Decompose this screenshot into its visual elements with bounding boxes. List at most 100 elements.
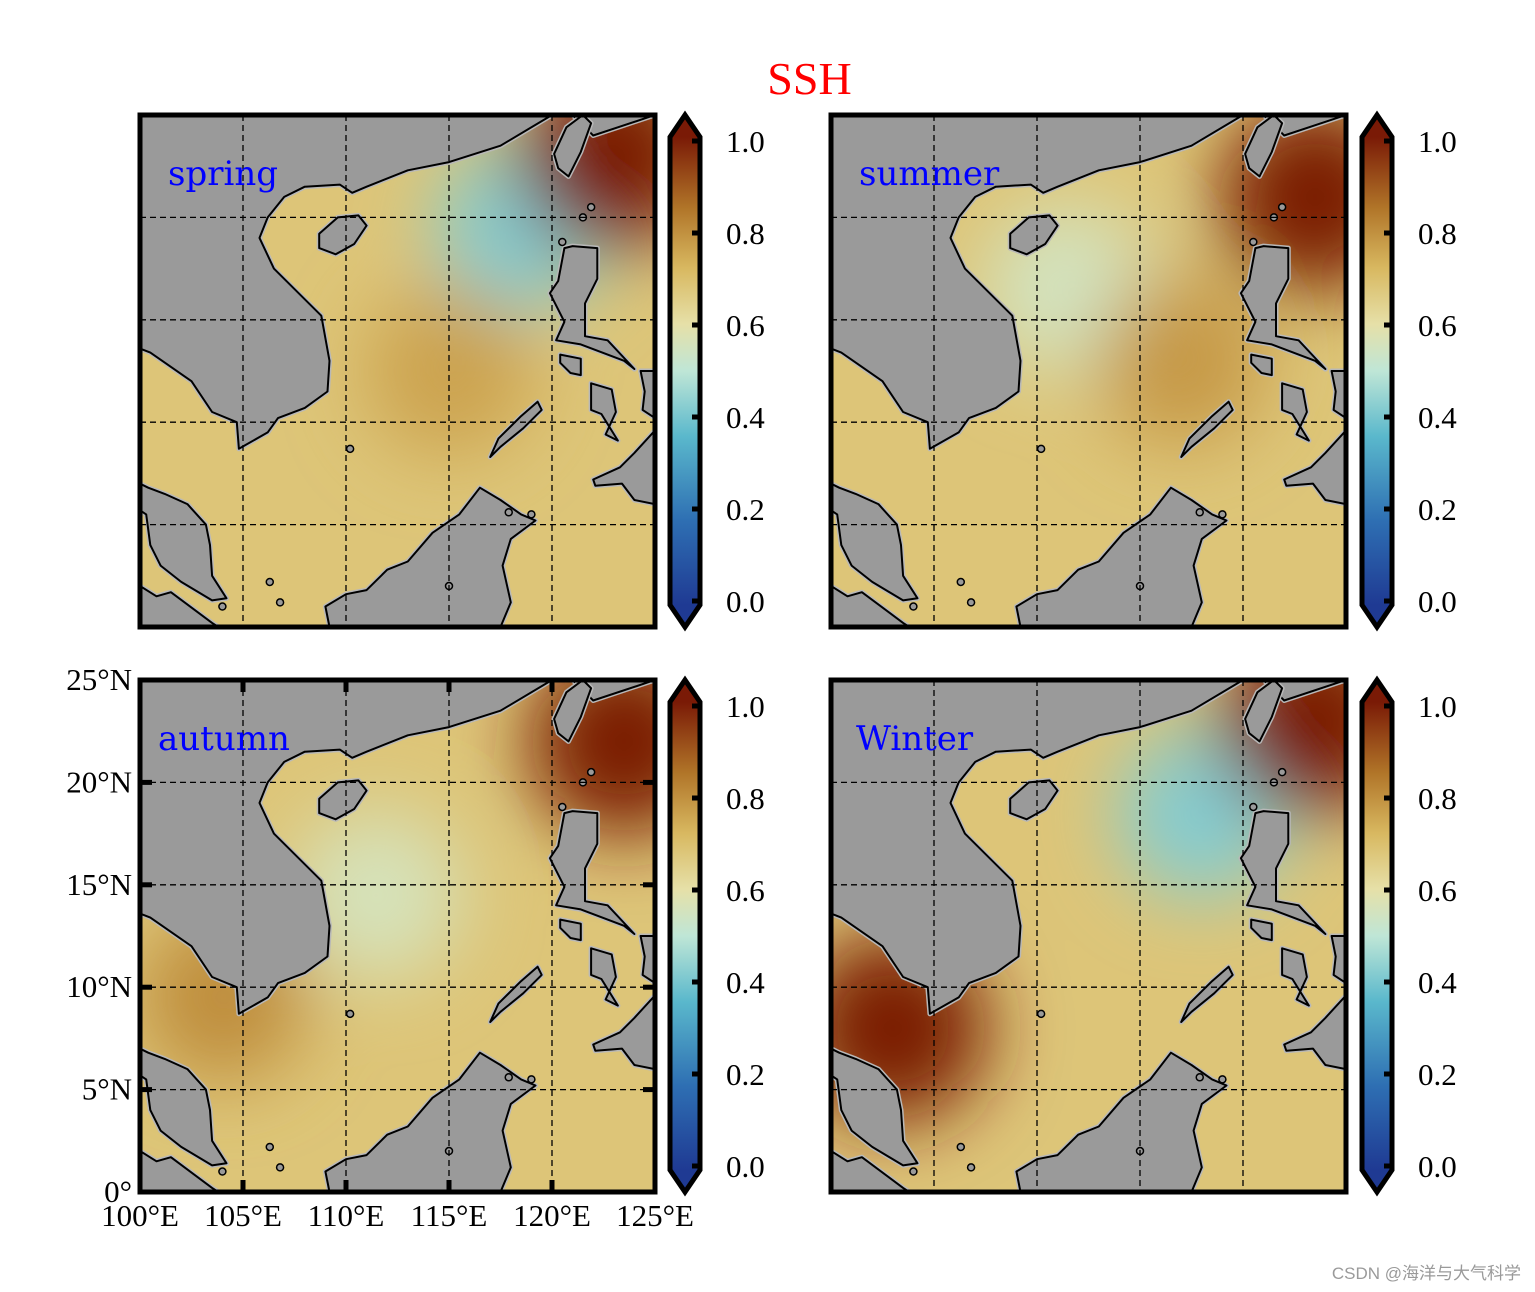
y-tick-label: 25°N <box>66 662 132 697</box>
land-mass <box>1283 429 1346 506</box>
land-mass <box>1180 400 1234 458</box>
colorbar-gradient <box>1362 137 1392 605</box>
colorbar-tick-label: 0.8 <box>1418 216 1457 251</box>
panel-frame <box>828 677 1349 1195</box>
land-mass <box>1281 947 1310 1007</box>
x-tick-label: 100°E <box>101 1198 179 1233</box>
ssh-hotspot <box>1096 275 1267 446</box>
islet <box>1218 1075 1227 1084</box>
land-mass <box>140 1150 220 1192</box>
x-tick-label: 110°E <box>308 1198 385 1233</box>
land-mass <box>553 680 593 743</box>
land-mass <box>831 115 1346 450</box>
y-tick-label: 5°N <box>82 1072 132 1107</box>
land-mass <box>590 947 619 1007</box>
colorbar-outline <box>1359 110 1395 632</box>
islet <box>527 510 536 519</box>
islet <box>1036 1009 1046 1019</box>
islet <box>504 508 513 517</box>
colorbar-tick-label: 0.6 <box>1418 873 1457 908</box>
y-tick-label: 0° <box>104 1174 132 1209</box>
islet <box>586 767 596 777</box>
islet <box>1195 508 1204 517</box>
land-mass <box>831 1150 911 1192</box>
x-tick-label: 105°E <box>204 1198 282 1233</box>
islet <box>558 802 567 812</box>
colorbar-tick-label: 0.8 <box>726 781 765 816</box>
land-mass <box>1015 486 1228 627</box>
islet <box>265 1142 275 1152</box>
colorbar-tick-label: 0.2 <box>726 492 765 527</box>
colorbar-tick-label: 0.8 <box>1418 781 1457 816</box>
panel-summer: summer 0.0 0.2 0.4 0.6 0.8 1.0 <box>828 110 1457 632</box>
colorbar-tick-label: 0.2 <box>726 1057 765 1092</box>
x-tick-label: 115°E <box>411 1198 488 1233</box>
islet <box>345 1009 355 1019</box>
land-mass <box>592 994 655 1071</box>
land-mass <box>1180 965 1234 1023</box>
colorbar-gradient <box>670 137 700 605</box>
land-mass <box>831 482 919 602</box>
season-label: Winter <box>856 719 974 759</box>
land-mass <box>592 429 655 506</box>
land-mass <box>324 486 537 627</box>
panel-winter: Winter 0.0 0.2 0.4 0.6 0.8 1.0 <box>828 675 1457 1197</box>
land-mass <box>1283 994 1346 1071</box>
land-mass <box>548 810 636 935</box>
panel-frame <box>137 677 658 1195</box>
islet <box>218 602 227 611</box>
islet <box>558 237 567 247</box>
land-mass <box>590 382 619 442</box>
colorbar: 0.0 0.2 0.4 0.6 0.8 1.0 <box>1359 110 1457 632</box>
colorbar: 0.0 0.2 0.4 0.6 0.8 1.0 <box>1359 675 1457 1197</box>
y-tick-label: 20°N <box>66 764 132 799</box>
land-mass <box>548 245 636 370</box>
colorbar-tick-label: 0.0 <box>726 1149 765 1184</box>
colorbar-tick-label: 0.6 <box>726 873 765 908</box>
land-mass <box>140 115 655 450</box>
season-label: summer <box>859 154 1000 194</box>
land-mass <box>1244 115 1284 178</box>
panel-spring: spring 0.0 0.2 0.4 0.6 0.8 1.0 <box>137 110 765 632</box>
land-mass <box>831 585 911 627</box>
colorbar-tick-label: 0.0 <box>1418 584 1457 619</box>
colorbar-outline <box>1359 675 1395 1197</box>
islet <box>586 202 596 212</box>
colorbar-tick-label: 0.4 <box>1418 400 1457 435</box>
islet <box>527 1075 536 1084</box>
islet <box>909 602 918 611</box>
islet <box>1036 444 1046 454</box>
colorbar-tick-label: 0.4 <box>1418 965 1457 1000</box>
y-tick-label: 15°N <box>66 867 132 902</box>
season-label: spring <box>168 154 278 194</box>
land-mass <box>559 918 582 942</box>
land-mass <box>1281 382 1310 442</box>
colorbar-extend-min <box>670 605 700 627</box>
islet <box>1277 767 1287 777</box>
watermark: CSDN @海洋与大气科学 <box>1331 1264 1521 1283</box>
colorbar-extend-max <box>1362 115 1392 137</box>
colorbar-tick-label: 0.2 <box>1418 1057 1457 1092</box>
colorbar-tick-label: 1.0 <box>726 689 765 724</box>
islet <box>956 577 966 587</box>
islet <box>218 1167 227 1176</box>
colorbar-gradient <box>1362 702 1392 1170</box>
land-mass <box>140 585 220 627</box>
islet <box>966 1163 976 1172</box>
colorbar-extend-max <box>670 680 700 702</box>
islet <box>1218 510 1227 519</box>
colorbar-tick-label: 0.6 <box>726 308 765 343</box>
land-mass <box>489 400 543 458</box>
colorbar-outline <box>667 110 703 632</box>
panel-frame <box>137 112 658 630</box>
islet <box>275 598 285 607</box>
islet <box>504 1073 513 1082</box>
islet <box>345 444 355 454</box>
figure-title-text: SSH <box>767 53 852 104</box>
x-tick-label: 125°E <box>616 1198 694 1233</box>
colorbar-extend-max <box>670 115 700 137</box>
colorbar-outline <box>667 675 703 1197</box>
ssh-hotspot <box>291 810 462 981</box>
x-tick-label: 120°E <box>513 1198 591 1233</box>
